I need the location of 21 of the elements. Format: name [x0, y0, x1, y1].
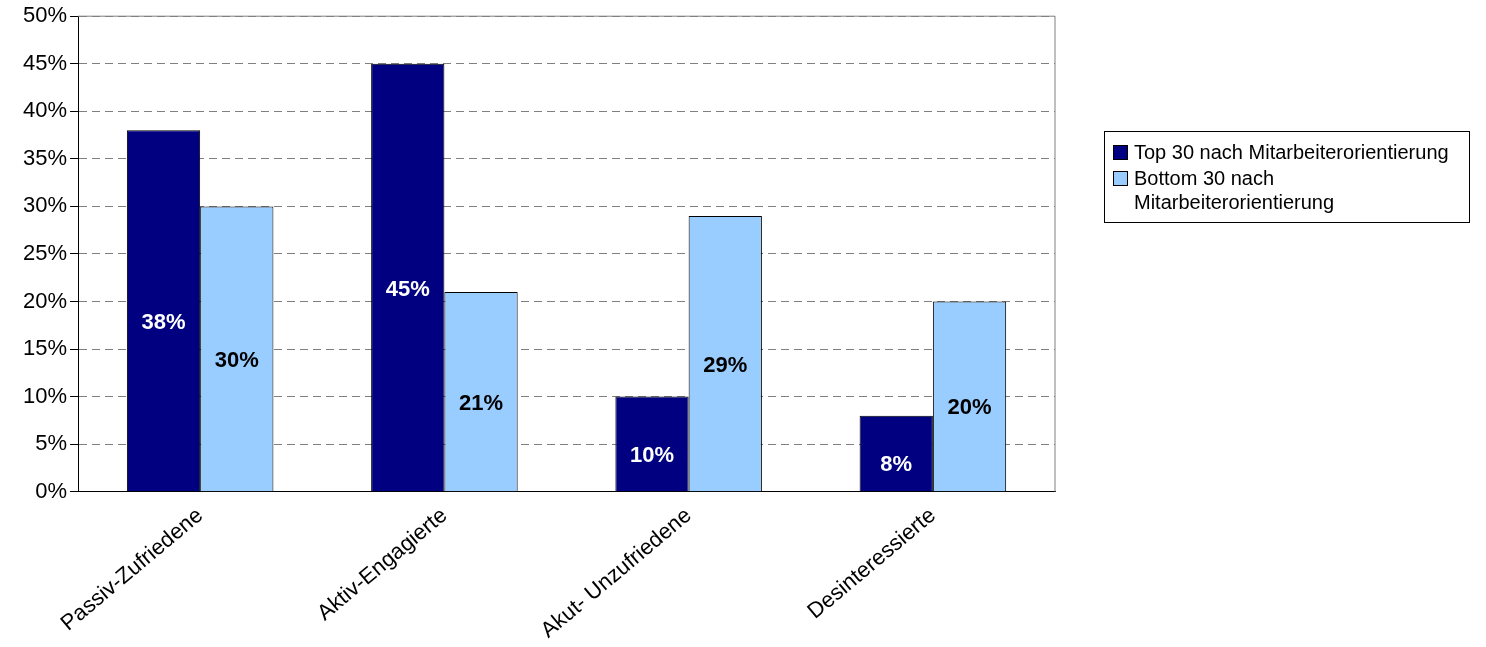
y-tick-label: 40% [22, 97, 68, 123]
y-tick-label: 0% [35, 477, 68, 503]
data-label: 38% [141, 308, 186, 334]
data-label: 20% [947, 394, 992, 420]
data-label: 10% [629, 441, 675, 467]
y-tick-label: 50% [22, 2, 68, 28]
legend-label: Top 30 nach Mitarbeiterorientierung [1134, 140, 1449, 164]
data-label: 8% [880, 451, 913, 477]
legend-label: Bottom 30 nach Mitarbeiterorientierung [1134, 166, 1336, 214]
y-tick-label: 25% [22, 240, 68, 266]
y-tick-label: 15% [22, 335, 68, 361]
data-label: 30% [214, 346, 259, 372]
data-label: 29% [703, 351, 748, 377]
y-tick-label: 20% [22, 287, 68, 313]
y-tick-label: 35% [22, 144, 68, 170]
y-tick-label: 45% [22, 49, 68, 75]
data-label: 45% [385, 275, 430, 301]
data-label: 21% [459, 389, 504, 415]
y-tick-label: 10% [22, 382, 68, 408]
y-tick-label: 30% [22, 192, 68, 218]
y-tick-label: 5% [35, 430, 68, 456]
